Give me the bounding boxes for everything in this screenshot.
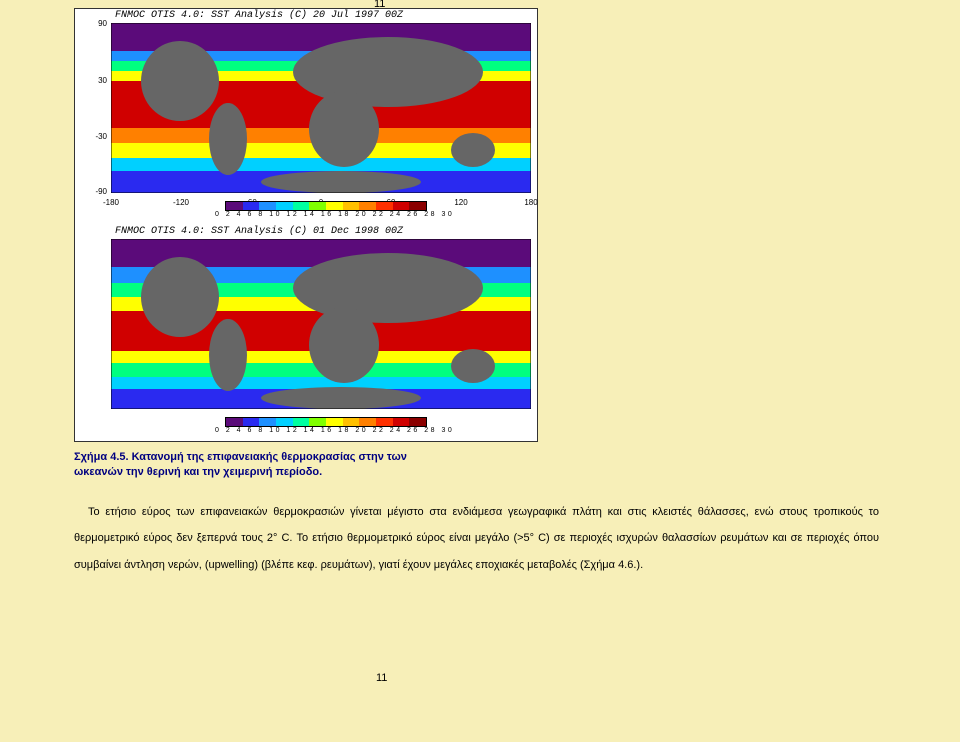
colorbar-segment: [359, 202, 376, 210]
colorbar-labels: 0 2 4 6 8 10 12 14 16 18 20 22 24 26 28 …: [215, 211, 454, 218]
sst-map-winter: [111, 239, 531, 409]
colorbar-winter: 0 2 4 6 8 10 12 14 16 18 20 22 24 26 28 …: [195, 417, 475, 439]
colorbar-segment: [226, 418, 243, 426]
colorbar-segment: [343, 202, 360, 210]
page-number-bottom: 11: [376, 672, 387, 684]
sst-map-summer: [111, 23, 531, 193]
colorbar-segment: [309, 202, 326, 210]
map-title-winter: FNMOC OTIS 4.0: SST Analysis (C) 01 Dec …: [75, 225, 537, 237]
page-container: 11 FNMOC OTIS 4.0: SST Analysis (C) 20 J…: [74, 0, 594, 578]
colorbar-segment: [393, 202, 410, 210]
caption-line2: ωκεανών την θερινή και την χειμερινή περ…: [74, 466, 322, 478]
colorbar-segment: [326, 202, 343, 210]
x-tick: -120: [173, 198, 189, 207]
y-tick: -90: [89, 187, 107, 196]
y-tick: 30: [89, 76, 107, 85]
map-summer: FNMOC OTIS 4.0: SST Analysis (C) 20 Jul …: [75, 9, 537, 223]
colorbar-segment: [226, 202, 243, 210]
colorbar-segment: [359, 418, 376, 426]
y-tick: 90: [89, 19, 107, 28]
body-paragraph: Το ετήσιο εύρος των επιφανειακών θερμοκρ…: [74, 499, 879, 578]
colorbar-segment: [326, 418, 343, 426]
x-tick: 180: [524, 198, 537, 207]
colorbar-segment: [376, 418, 393, 426]
y-tick: -30: [89, 132, 107, 141]
colorbar-segment: [376, 202, 393, 210]
caption-rest: Κατανομή της επιφανειακής θερμοκρασίας σ…: [129, 451, 407, 463]
x-tick: -180: [103, 198, 119, 207]
figure-box: FNMOC OTIS 4.0: SST Analysis (C) 20 Jul …: [74, 8, 538, 442]
colorbar-segment: [243, 418, 260, 426]
colorbar-segment: [259, 418, 276, 426]
map-winter: FNMOC OTIS 4.0: SST Analysis (C) 01 Dec …: [75, 225, 537, 439]
colorbar-summer: 0 2 4 6 8 10 12 14 16 18 20 22 24 26 28 …: [195, 201, 475, 223]
colorbar-segment: [343, 418, 360, 426]
colorbar-segment: [409, 418, 426, 426]
colorbar-segment: [309, 418, 326, 426]
caption-prefix: Σχήμα 4.5.: [74, 451, 129, 463]
map-title-summer: FNMOC OTIS 4.0: SST Analysis (C) 20 Jul …: [75, 9, 537, 21]
colorbar-segment: [293, 418, 310, 426]
colorbar-labels: 0 2 4 6 8 10 12 14 16 18 20 22 24 26 28 …: [215, 427, 454, 434]
colorbar-segment: [276, 418, 293, 426]
colorbar-segment: [259, 202, 276, 210]
colorbar-segment: [243, 202, 260, 210]
colorbar-segment: [393, 418, 410, 426]
colorbar-segment: [276, 202, 293, 210]
colorbar-segment: [293, 202, 310, 210]
colorbar-segment: [409, 202, 426, 210]
figure-caption: Σχήμα 4.5. Κατανομή της επιφανειακής θερ…: [74, 450, 536, 481]
